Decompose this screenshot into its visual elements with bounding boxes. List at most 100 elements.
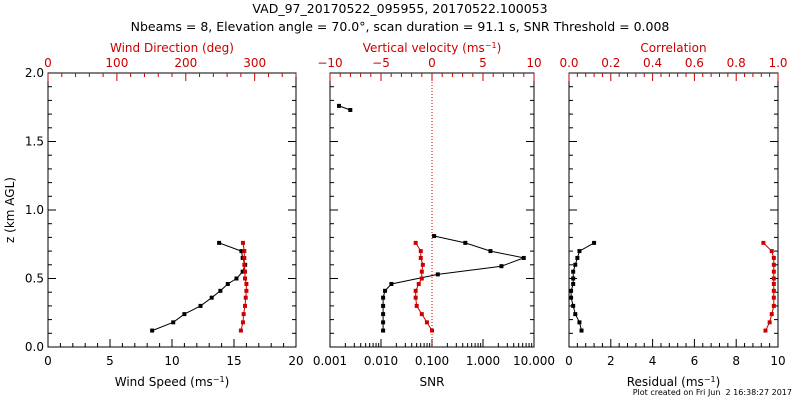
top-x-tick-label: 0.8 [727, 56, 746, 70]
top-axis-label: Correlation [640, 41, 706, 55]
data-point [150, 328, 155, 333]
data-point [244, 281, 249, 286]
x-axis-label: Residual (ms−1) [627, 375, 721, 390]
series-line [382, 235, 526, 331]
data-point [771, 262, 776, 267]
data-point [225, 281, 230, 286]
y-tick-label: 0.0 [25, 340, 44, 354]
data-point [763, 328, 768, 333]
data-point [381, 303, 386, 308]
data-point [381, 295, 386, 300]
data-point [577, 320, 582, 325]
y-axis-label: z (km AGL) [3, 177, 17, 243]
data-point [243, 303, 248, 308]
top-x-tick-label: −5 [372, 56, 390, 70]
data-point [419, 269, 424, 274]
data-point [435, 272, 440, 277]
series-line [152, 242, 246, 332]
top-x-tick-label: 0.6 [685, 56, 704, 70]
data-point [432, 234, 437, 239]
x-tick-label: 0 [565, 354, 573, 368]
data-point [243, 295, 248, 300]
y-tick-label: 1.0 [25, 203, 44, 217]
data-point [348, 107, 353, 112]
data-point [389, 281, 394, 286]
data-point [592, 240, 597, 245]
data-point [198, 303, 203, 308]
data-point [242, 255, 247, 260]
data-point [569, 295, 574, 300]
top-x-tick-label: 0.4 [643, 56, 662, 70]
panel-frame [47, 72, 297, 348]
data-point [171, 320, 176, 325]
data-point [218, 288, 223, 293]
data-point [217, 240, 222, 245]
data-point [463, 240, 468, 245]
x-tick-label: 10.000 [513, 354, 555, 368]
data-point [771, 295, 776, 300]
x-tick-label: 4 [649, 354, 657, 368]
data-point [242, 249, 247, 254]
x-tick-label: 5 [106, 354, 114, 368]
data-point [571, 303, 576, 308]
x-tick-label: 0 [44, 354, 52, 368]
data-point [571, 276, 576, 281]
series-line [570, 242, 595, 331]
data-point [240, 320, 245, 325]
data-point [381, 320, 386, 325]
data-point [419, 312, 424, 317]
x-tick-label: 8 [732, 354, 740, 368]
y-tick-label: 0.5 [25, 272, 44, 286]
top-x-tick-label: 10 [526, 56, 541, 70]
chart-title-line2: Nbeams = 8, Elevation angle = 70.0°, sca… [130, 19, 670, 34]
top-x-tick-label: 1.0 [768, 56, 787, 70]
panel-frame [568, 72, 779, 348]
data-point [573, 312, 578, 317]
data-point [416, 281, 421, 286]
top-x-tick-label: 200 [174, 56, 197, 70]
x-tick-label: 0.010 [364, 354, 398, 368]
data-point [336, 103, 341, 108]
top-x-tick-label: 0 [44, 56, 52, 70]
plot-footer: Plot created on Fri Jun 2 16:38:27 2017 [632, 388, 792, 397]
data-point [413, 240, 418, 245]
data-point [209, 295, 214, 300]
top-x-tick-label: −10 [317, 56, 342, 70]
data-point [761, 240, 766, 245]
data-point [239, 249, 244, 254]
x-tick-label: 20 [288, 354, 303, 368]
data-point [571, 281, 576, 286]
data-point [383, 288, 388, 293]
x-tick-label: 1.000 [466, 354, 500, 368]
data-point [414, 303, 419, 308]
data-point [577, 249, 582, 254]
data-point [488, 249, 493, 254]
data-point [771, 303, 776, 308]
data-point [413, 288, 418, 293]
x-tick-label: 6 [691, 354, 699, 368]
x-tick-label: 0.001 [313, 354, 347, 368]
data-point [419, 276, 424, 281]
data-point [769, 312, 774, 317]
data-point [381, 312, 386, 317]
y-tick-label: 1.5 [25, 135, 44, 149]
data-point [579, 328, 584, 333]
data-point [771, 276, 776, 281]
data-point [573, 262, 578, 267]
data-point [420, 262, 425, 267]
data-point [569, 288, 574, 293]
data-point [242, 262, 247, 267]
top-x-tick-label: 300 [243, 56, 266, 70]
series-line [415, 242, 433, 331]
panel-frame [329, 72, 535, 348]
data-point [238, 328, 243, 333]
data-point [771, 255, 776, 260]
data-point [771, 281, 776, 286]
top-x-tick-label: 0 [428, 56, 436, 70]
data-point [771, 269, 776, 274]
top-x-tick-label: 5 [479, 56, 487, 70]
x-tick-label: 0.100 [415, 354, 449, 368]
chart-title-line1: VAD_97_20170522_095955, 20170522.100053 [252, 1, 548, 16]
data-point [571, 269, 576, 274]
